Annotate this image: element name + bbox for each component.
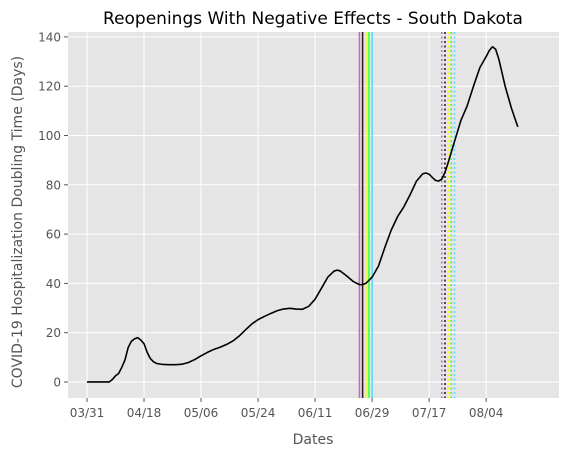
event-lines — [358, 32, 456, 398]
x-tick-label: 05/06 — [184, 406, 219, 420]
x-tick-label: 03/31 — [70, 406, 105, 420]
plot-area — [68, 32, 559, 398]
x-tick-label: 06/11 — [298, 406, 333, 420]
x-tick-label: 04/18 — [127, 406, 162, 420]
x-axis-label: Dates — [293, 432, 334, 448]
y-tick-label: 140 — [38, 30, 61, 44]
x-tick-label: 06/29 — [355, 406, 390, 420]
x-tick-label: 07/17 — [412, 406, 447, 420]
y-tick-label: 0 — [53, 375, 61, 389]
y-tick-label: 120 — [38, 80, 61, 94]
y-tick-label: 20 — [46, 326, 61, 340]
y-tick-label: 40 — [46, 277, 61, 291]
y-tick-label: 80 — [46, 178, 61, 192]
y-tick-label: 60 — [46, 228, 61, 242]
series-line — [87, 45, 519, 383]
x-tick-label: 05/24 — [241, 406, 276, 420]
series-layer — [87, 45, 519, 383]
axis-ticks: 0 20 40 60 80 100 120 140 03/31 04/18 05/06 05/24 06… — [38, 30, 503, 420]
chart-title: Reopenings With Negative Effects - South… — [103, 9, 523, 29]
y-tick-label: 100 — [38, 129, 61, 143]
y-axis-label: COVID-19 Hospitalization Doubling Time (… — [10, 56, 26, 388]
x-tick-label: 08/04 — [469, 406, 504, 420]
